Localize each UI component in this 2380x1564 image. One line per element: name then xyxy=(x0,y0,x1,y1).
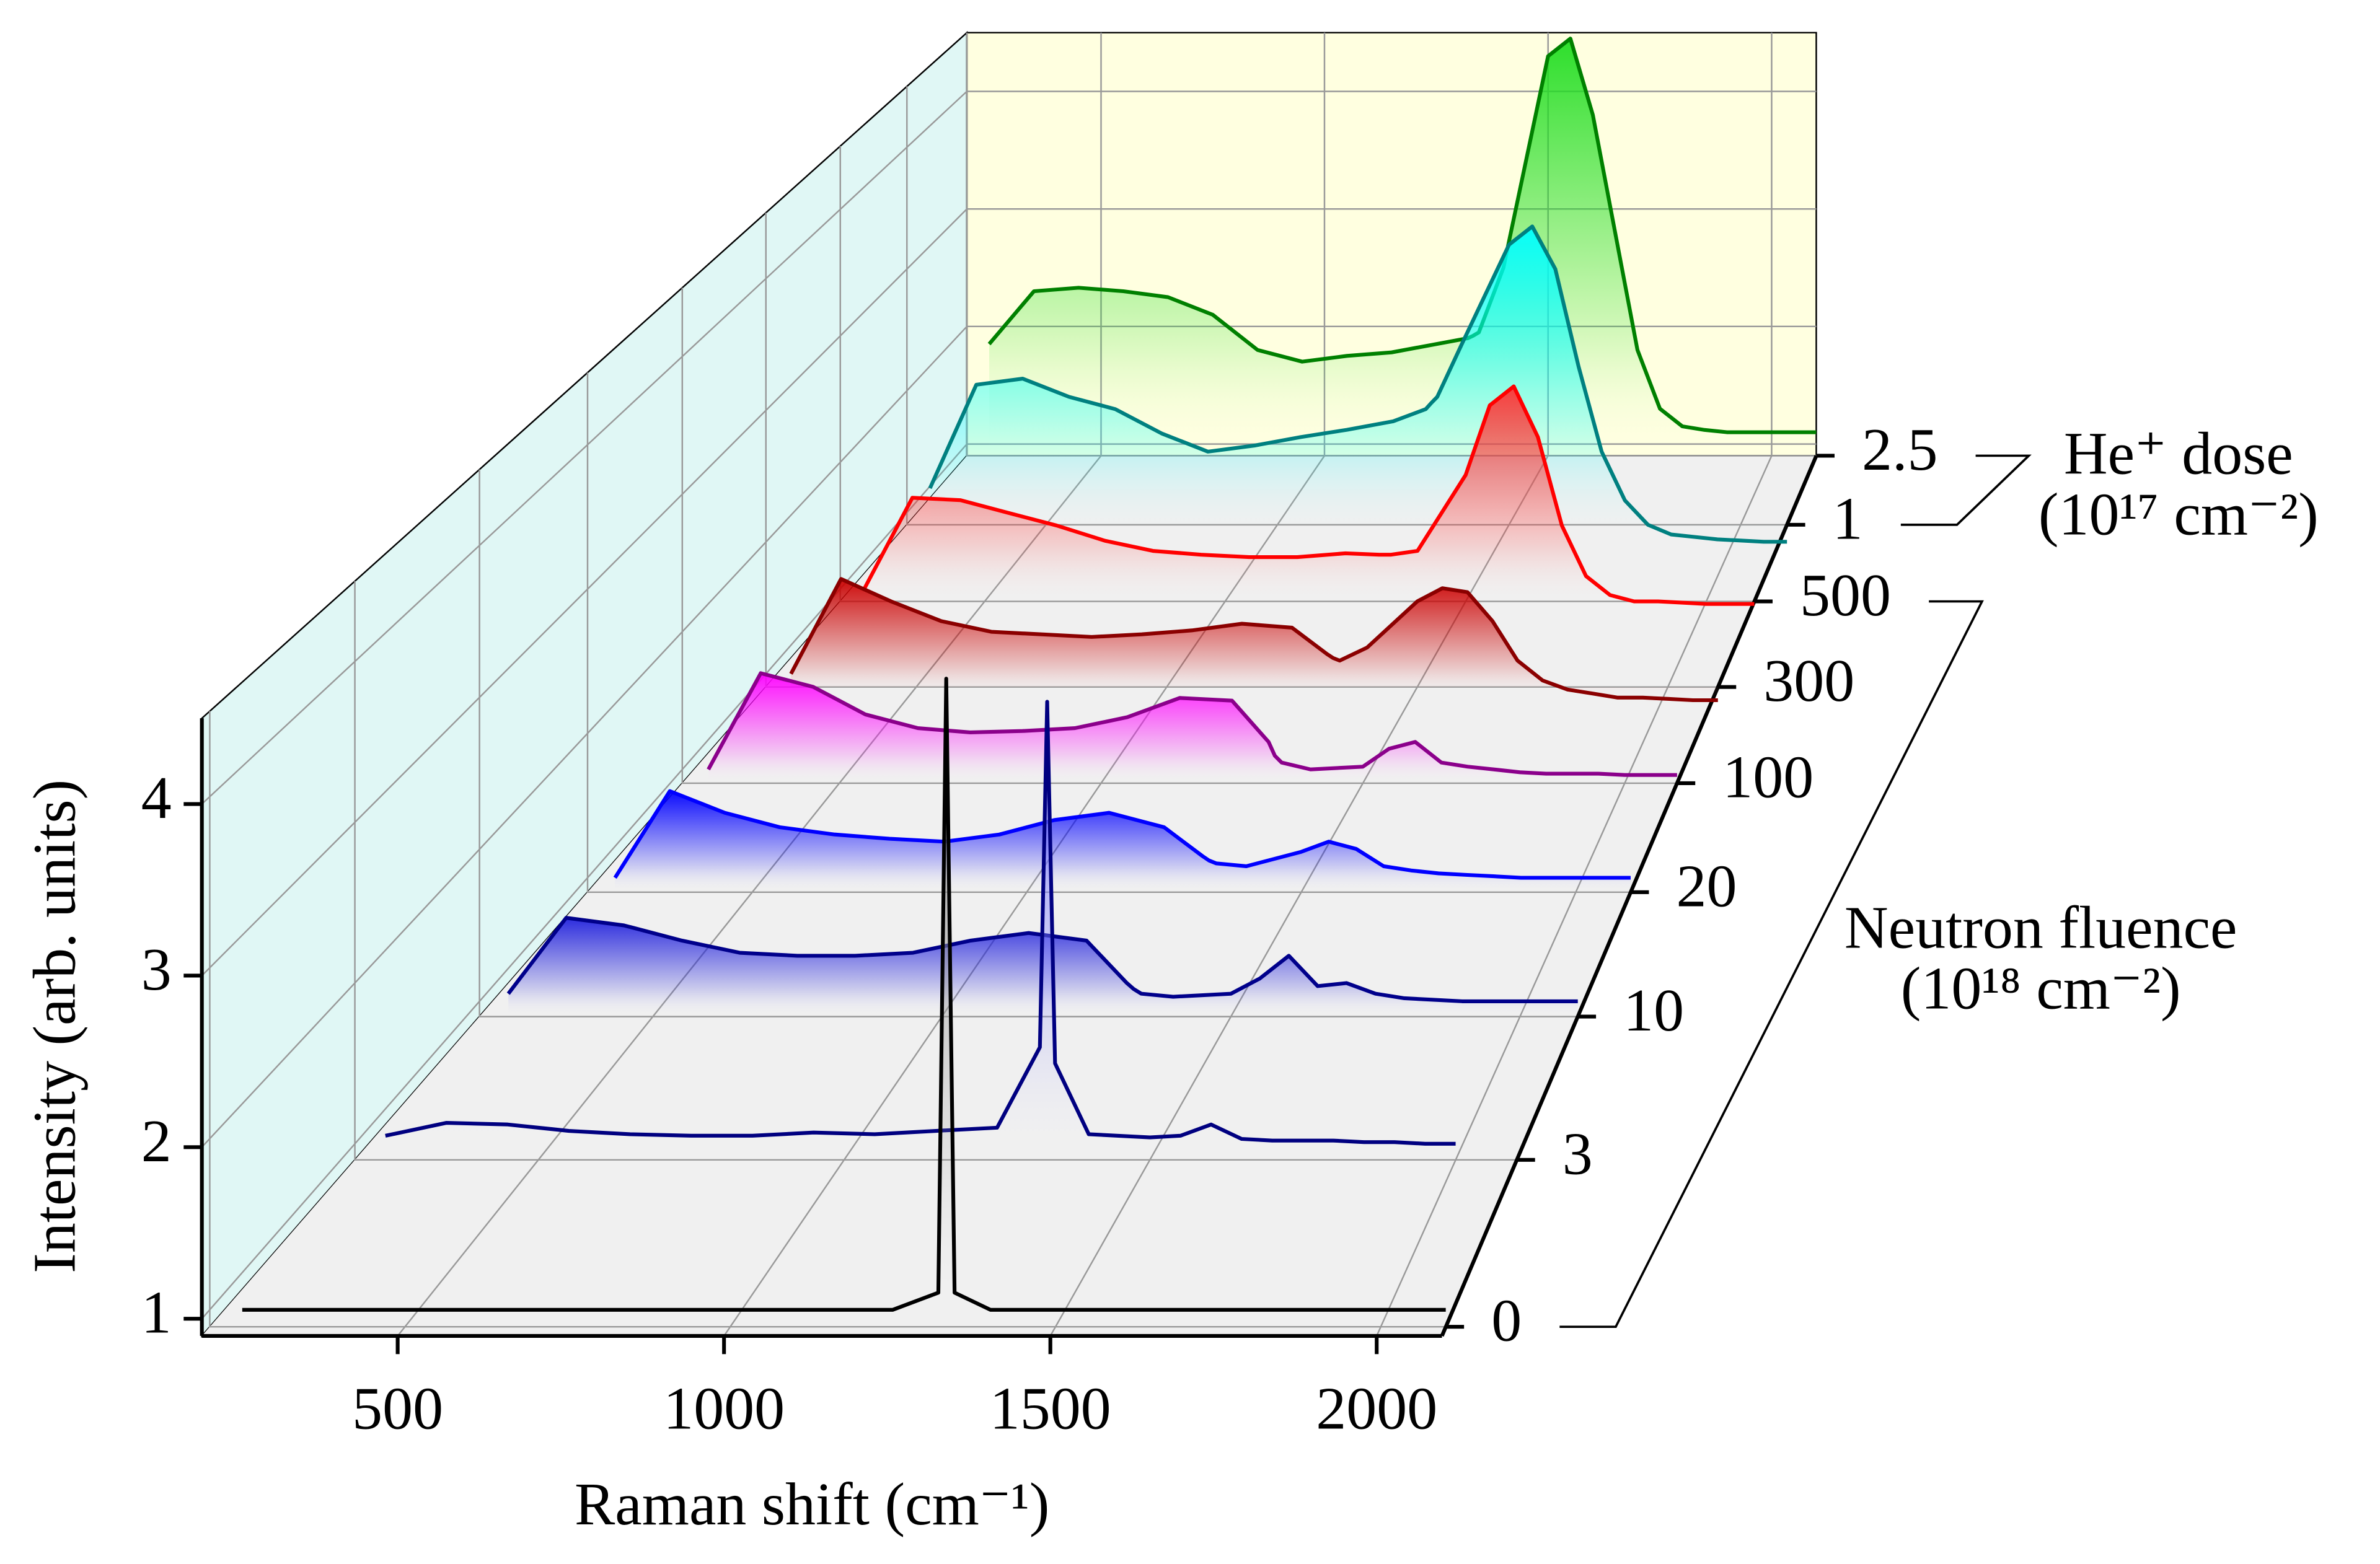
spectrum-fill xyxy=(864,386,1755,604)
group-label: He⁺ dose xyxy=(2064,421,2293,488)
spectrum-fill xyxy=(615,791,1631,892)
x-tick-label: 1500 xyxy=(990,1376,1111,1443)
group-label: (10¹⁸ cm⁻²) xyxy=(1901,955,2181,1022)
x-axis-label: Raman shift (cm⁻¹) xyxy=(575,1471,1049,1538)
x-tick-label: 500 xyxy=(352,1376,443,1443)
spectrum-line xyxy=(385,700,1456,1146)
spectrum-fill xyxy=(708,673,1677,783)
spectrum-line xyxy=(862,384,1755,606)
depth-tick-label: 300 xyxy=(1763,648,1854,714)
depth-tick-label: 100 xyxy=(1722,744,1814,811)
group-label: (10¹⁷ cm⁻²) xyxy=(2038,481,2319,548)
group-bracket xyxy=(1559,600,1984,1329)
y-tick-label: 2 xyxy=(141,1108,172,1175)
depth-tick-label: 10 xyxy=(1623,977,1684,1044)
x-tick-label: 1000 xyxy=(663,1376,785,1443)
spectrum-line xyxy=(789,577,1718,703)
y-axis-label: Intensity (arb. units) xyxy=(21,780,88,1273)
spectrum-line xyxy=(506,916,1578,1003)
y-tick-label: 3 xyxy=(141,936,172,1003)
x-tick-label: 2000 xyxy=(1316,1376,1437,1443)
spectrum-fill xyxy=(989,38,1817,456)
spectrum-fill xyxy=(791,579,1718,700)
depth-tick-label: 2.5 xyxy=(1862,416,1937,483)
depth-tick-label: 1 xyxy=(1833,485,1863,552)
y-tick-label: 1 xyxy=(141,1280,172,1347)
depth-tick-label: 20 xyxy=(1677,853,1737,920)
spectrum-line xyxy=(242,677,1446,1312)
spectrum-line xyxy=(928,224,1787,544)
depth-tick-label: 500 xyxy=(1800,562,1891,629)
group-bracket xyxy=(1900,454,2032,526)
spectrum-line xyxy=(613,789,1631,880)
y-tick-label: 4 xyxy=(141,765,172,832)
spectrum-fill xyxy=(930,226,1787,542)
depth-tick-label: 3 xyxy=(1562,1120,1593,1187)
depth-tick-label: 0 xyxy=(1491,1288,1522,1355)
group-label: Neutron fluence xyxy=(1844,894,2237,961)
